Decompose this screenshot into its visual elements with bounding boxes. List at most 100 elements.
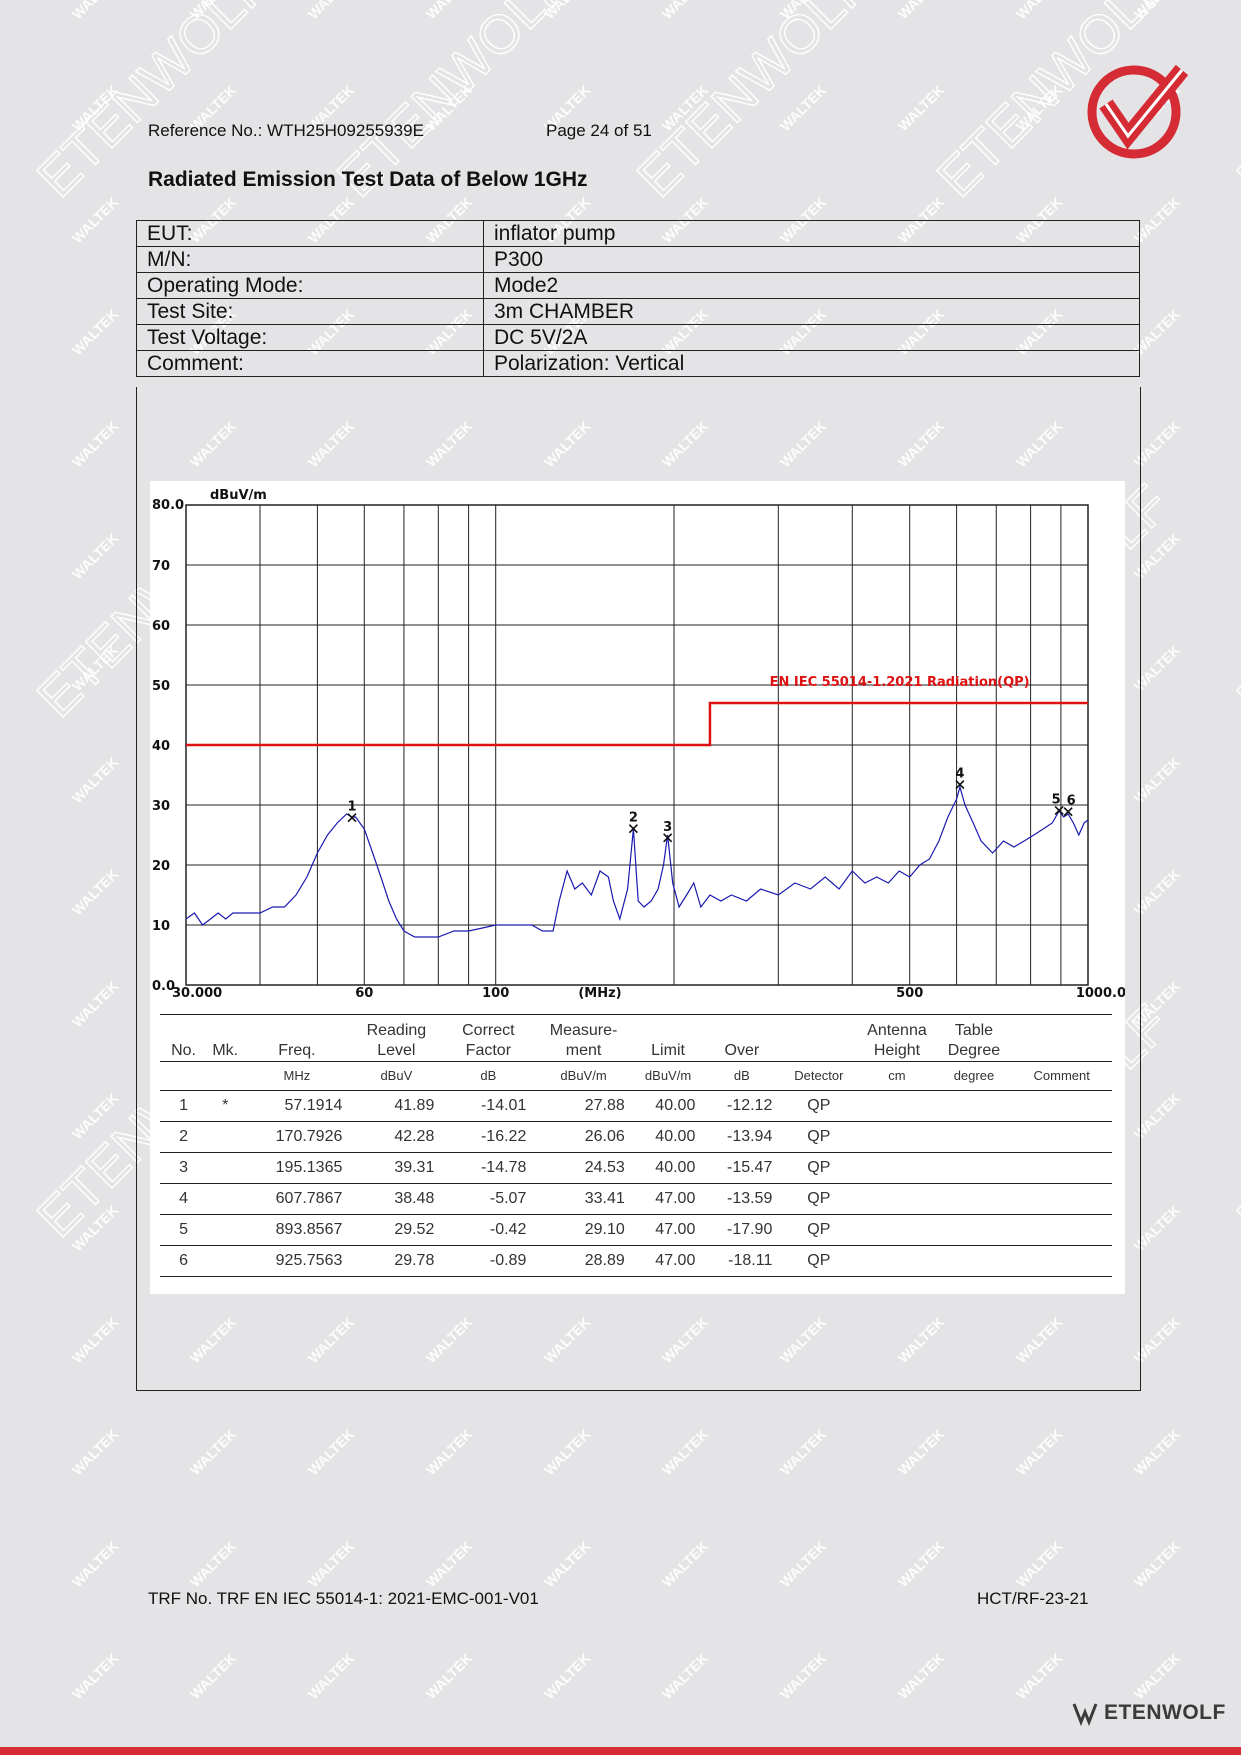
watermark-text: WALTEK: [69, 82, 121, 134]
column-header: Measure-ment: [534, 1014, 633, 1062]
unit-cell: dB: [703, 1061, 781, 1091]
watermark-text: WALTEK: [541, 1426, 593, 1478]
info-label: Test Site:: [136, 298, 484, 325]
table-cell: [1011, 1214, 1112, 1246]
column-header-line: Limit: [651, 1042, 685, 1059]
unit-cell: dBuV/m: [632, 1061, 704, 1091]
unit-cell: degree: [936, 1061, 1012, 1091]
table-row: 2 170.7926 42.28 -16.22 26.06 40.00 -13.94 QP: [160, 1121, 1112, 1153]
watermark-text: WALTEK: [659, 1538, 711, 1590]
table-cell: 5: [160, 1214, 208, 1246]
watermark-text: WALTEK: [895, 1650, 947, 1702]
document-title: Radiated Emission Test Data of Below 1GH…: [148, 168, 588, 191]
table-cell: 28.89: [534, 1245, 633, 1277]
table-cell: QP: [780, 1245, 858, 1277]
table-cell: [1011, 1245, 1112, 1277]
table-row: 6 925.7563 29.78 -0.89 28.89 47.00 -18.11 QP: [160, 1245, 1112, 1277]
watermark-text: WALTEK: [0, 306, 3, 358]
watermark-text: WALTEK: [1013, 1426, 1065, 1478]
page-number: Page 24 of 51: [546, 121, 652, 140]
check-logo-icon: [1087, 64, 1189, 159]
watermark-text: WALTEK: [895, 1426, 947, 1478]
watermark-text: WALTEK: [1131, 1426, 1183, 1478]
limit-line-group: EN IEC 55014-1.2021 Radiation(QP): [186, 675, 1088, 747]
table-cell: QP: [780, 1183, 858, 1215]
y-tick-label: 80.0: [152, 498, 184, 513]
footer-brand: ETENWOLF: [1072, 1700, 1226, 1726]
unit-cell: dB: [442, 1061, 535, 1091]
column-header-line: Mk.: [212, 1042, 239, 1059]
watermark-logo-text: ETENWOLF: [626, 0, 881, 208]
x-tick-label: 500: [896, 986, 923, 1001]
x-tick-label: 1000.0: [1076, 986, 1125, 1001]
x-tick-label: (MHz): [578, 986, 621, 1001]
table-cell: [857, 1121, 937, 1153]
column-header-line: Freq.: [278, 1042, 316, 1059]
column-header: Table Degree: [936, 1014, 1012, 1062]
watermark-logo-text: ETENWOLF: [1226, 0, 1241, 208]
watermark-text: WALTEK: [895, 0, 947, 22]
table-cell: 40.00: [632, 1090, 704, 1122]
watermark-text: WALTEK: [1013, 1538, 1065, 1590]
table-row: 1 * 57.1914 41.89 -14.01 27.88 40.00 -12.12 QP: [160, 1090, 1112, 1122]
watermark-text: WALTEK: [0, 530, 3, 582]
table-cell: [936, 1152, 1012, 1184]
watermark-text: WALTEK: [69, 1202, 121, 1254]
watermark-text: WALTEK: [1131, 0, 1183, 22]
table-cell: QP: [780, 1121, 858, 1153]
info-value: DC 5V/2A: [483, 324, 1140, 351]
watermark-text: WALTEK: [659, 0, 711, 22]
table-cell: 41.89: [350, 1090, 443, 1122]
watermark-text: WALTEK: [69, 1314, 121, 1366]
column-header-line: Correct: [462, 1022, 515, 1039]
watermark-text: WALTEK: [423, 0, 475, 22]
y-tick-label: 40: [152, 739, 170, 754]
table-row: 4 607.7867 38.48 -5.07 33.41 47.00 -13.59 QP: [160, 1183, 1112, 1215]
info-row: EUT: inflator pump: [136, 220, 1140, 247]
marker-label: 5: [1052, 792, 1061, 807]
x-tick-label: 100: [482, 986, 509, 1001]
x-tick-label: 60: [355, 986, 373, 1001]
table-cell: 29.78: [350, 1245, 443, 1277]
watermark-text: WALTEK: [69, 1650, 121, 1702]
column-header-line: Reading: [366, 1022, 427, 1039]
column-header: Mk.: [207, 1014, 244, 1062]
watermark-text: WALTEK: [659, 1650, 711, 1702]
watermark-text: WALTEK: [0, 1202, 3, 1254]
watermark-text: WALTEK: [423, 82, 475, 134]
table-cell: -5.07: [442, 1183, 535, 1215]
table-cell: [1011, 1090, 1112, 1122]
column-header: [1011, 1014, 1112, 1062]
watermark-text: WALTEK: [0, 0, 3, 22]
table-cell: 40.00: [632, 1152, 704, 1184]
table-cell: 893.8567: [243, 1214, 351, 1246]
table-cell: 26.06: [534, 1121, 633, 1153]
watermark-text: WALTEK: [777, 1650, 829, 1702]
watermark-text: WALTEK: [69, 1538, 121, 1590]
axis-labels: 80.0 70 60 50 40 30 20 10 0.0 dBuV/m 30.000 60 100 (M…: [152, 488, 1125, 1001]
table-cell: 47.00: [632, 1183, 704, 1215]
marker-label: 1: [347, 800, 356, 815]
marker-cross: [663, 833, 673, 843]
column-header: [780, 1014, 858, 1062]
y-tick-label: 20: [152, 859, 170, 874]
watermark-text: WALTEK: [69, 978, 121, 1030]
info-row: M/N: P300: [136, 246, 1140, 273]
info-row: Comment: Polarization: Vertical: [136, 350, 1140, 377]
watermark-text: WALTEK: [0, 418, 3, 470]
watermark-text: WALTEK: [777, 1538, 829, 1590]
watermark-text: WALTEK: [69, 530, 121, 582]
watermark-text: WALTEK: [0, 1426, 3, 1478]
marker-group: 1 2 3 4 5 6: [347, 767, 1076, 843]
table-cell: [1011, 1183, 1112, 1215]
watermark-logo-text: ETENWOLF: [1226, 474, 1241, 729]
watermark-text: WALTEK: [305, 1538, 357, 1590]
unit-cell: MHz: [243, 1061, 351, 1091]
watermark-text: WALTEK: [0, 642, 3, 694]
limit-line-label: EN IEC 55014-1.2021 Radiation(QP): [770, 675, 1030, 690]
trace-group: [185, 784, 1089, 938]
watermark-text: WALTEK: [1013, 82, 1065, 134]
watermark-text: WALTEK: [0, 978, 3, 1030]
trf-number: TRF No. TRF EN IEC 55014-1: 2021-EMC-001…: [148, 1589, 539, 1608]
table-cell: -0.42: [442, 1214, 535, 1246]
